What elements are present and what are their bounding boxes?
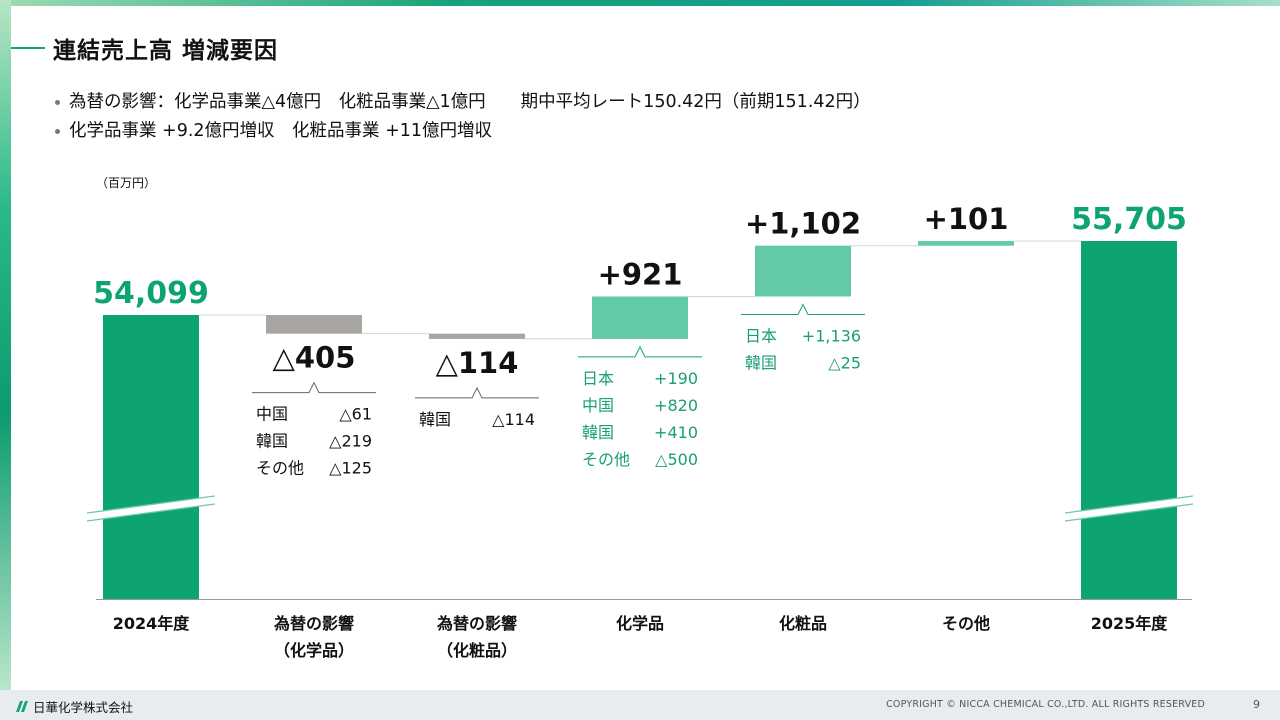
waterfall-chart: 54,099 △405 △114 +921 +1,102 +101 55,705 2024年度…: [86, 202, 1194, 660]
axis-break-line: [1064, 503, 1194, 522]
breakdown-bracket: [741, 303, 865, 315]
breakdown-bracket: [415, 386, 539, 399]
bullet-item: 為替の影響：化学品事業△4億円 化粧品事業△1億円 期中平均レート150.42円…: [55, 88, 871, 117]
breakdown-name: 中国: [582, 396, 614, 415]
value-label: 55,705: [1071, 202, 1187, 237]
breakdown-value: +820: [654, 396, 698, 415]
breakdown-name: 韓国: [419, 410, 451, 429]
bar: [592, 296, 688, 339]
left-accent-bar: [0, 0, 11, 690]
bar: [429, 333, 525, 339]
title-rule: [11, 47, 45, 49]
bar: [1081, 241, 1177, 599]
unit-label: （百万円）: [96, 176, 157, 190]
bar: [266, 315, 362, 334]
breakdown-value: △500: [655, 450, 698, 469]
breakdown-value: △25: [828, 353, 861, 372]
bullet-dot: [55, 100, 60, 105]
axis-break-line: [1064, 495, 1194, 514]
breakdown-name: その他: [256, 459, 304, 478]
value-label: 54,099: [93, 276, 209, 311]
category-label: 為替の影響: [437, 614, 517, 633]
page-number: 9: [1253, 698, 1260, 711]
category-label: 為替の影響: [274, 614, 354, 633]
category-label: （化学品）: [274, 641, 354, 660]
breakdown-value: △61: [339, 405, 372, 424]
nicca-logo-icon: [16, 701, 28, 712]
copyright-text: COPYRIGHT © NICCA CHEMICAL CO.,LTD. ALL …: [886, 699, 1205, 710]
breakdown-value: +410: [654, 423, 698, 442]
category-label: （化粧品）: [437, 641, 517, 660]
breakdown-value: +1,136: [802, 326, 861, 345]
breakdown-name: 日本: [582, 369, 614, 388]
breakdown-name: 韓国: [256, 432, 288, 451]
category-label: 化粧品: [779, 614, 827, 633]
breakdown-bracket: [578, 345, 702, 358]
category-label: 化学品: [616, 614, 664, 633]
value-label: △405: [273, 341, 356, 375]
bar: [103, 315, 199, 599]
value-label: +921: [598, 257, 683, 291]
bullet-item: 化学品事業 +9.2億円増収 化粧品事業 +11億円増収: [55, 117, 871, 146]
value-label: △114: [436, 346, 519, 380]
breakdown-name: 中国: [256, 405, 288, 424]
bullet-list: 為替の影響：化学品事業△4億円 化粧品事業△1億円 期中平均レート150.42円…: [55, 88, 871, 146]
top-accent-bar: [0, 0, 1280, 6]
axis-break-line: [86, 503, 216, 522]
breakdown-value: △219: [329, 432, 372, 451]
axis-break: [1065, 496, 1193, 521]
value-label: +1,102: [745, 207, 861, 241]
bullet-dot: [55, 129, 60, 134]
breakdown-bracket: [252, 381, 376, 394]
category-label: その他: [942, 614, 990, 633]
category-label: 2024年度: [113, 614, 191, 633]
breakdown-value: △114: [492, 410, 535, 429]
company-name: 日華化学株式会社: [33, 700, 134, 715]
value-label: +101: [924, 202, 1009, 236]
page-title: 連結売上高 増減要因: [53, 38, 279, 64]
breakdown-name: 韓国: [745, 353, 777, 372]
bullet-text: 化学品事業 +9.2億円増収 化粧品事業 +11億円増収: [69, 121, 493, 141]
breakdown-value: +190: [654, 369, 698, 388]
bar: [918, 241, 1014, 246]
company-logo: 日華化学株式会社: [15, 697, 133, 716]
breakdown-name: その他: [582, 450, 630, 469]
bullet-text: 為替の影響：化学品事業△4億円 化粧品事業△1億円 期中平均レート150.42円…: [69, 92, 871, 112]
axis-break: [87, 496, 215, 521]
axis-break-line: [86, 495, 216, 514]
footer-bar: [0, 690, 1280, 720]
category-label: 2025年度: [1091, 614, 1169, 633]
breakdown-name: 日本: [745, 326, 777, 345]
breakdown-value: △125: [329, 459, 372, 478]
breakdown-name: 韓国: [582, 423, 614, 442]
bar: [755, 245, 851, 297]
